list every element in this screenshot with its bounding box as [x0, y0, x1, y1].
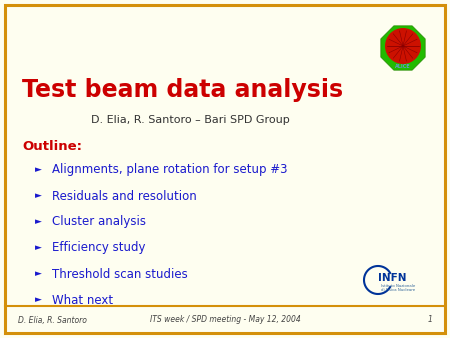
Text: ►: ► — [35, 243, 41, 252]
Polygon shape — [381, 26, 425, 70]
Text: Alignments, plane rotation for setup #3: Alignments, plane rotation for setup #3 — [52, 164, 288, 176]
Text: Threshold scan studies: Threshold scan studies — [52, 267, 188, 281]
Text: ►: ► — [35, 217, 41, 226]
Circle shape — [386, 29, 420, 63]
Text: D. Elia, R. Santoro – Bari SPD Group: D. Elia, R. Santoro – Bari SPD Group — [90, 115, 289, 125]
Text: Outline:: Outline: — [22, 140, 82, 152]
Text: Istituto Nazionale
di Fisica Nucleare: Istituto Nazionale di Fisica Nucleare — [381, 284, 415, 292]
Text: ►: ► — [35, 166, 41, 174]
Text: Test beam data analysis: Test beam data analysis — [22, 78, 343, 102]
Text: ►: ► — [35, 192, 41, 200]
Text: D. Elia, R. Santoro: D. Elia, R. Santoro — [18, 315, 87, 324]
Text: What next: What next — [52, 293, 113, 307]
Text: ►: ► — [35, 295, 41, 305]
Text: Cluster analysis: Cluster analysis — [52, 216, 146, 228]
Text: ITS week / SPD meeting - May 12, 2004: ITS week / SPD meeting - May 12, 2004 — [149, 315, 301, 324]
Text: 1: 1 — [427, 315, 432, 324]
Text: INFN: INFN — [378, 273, 406, 283]
Text: ►: ► — [35, 269, 41, 279]
Text: Efficiency study: Efficiency study — [52, 241, 145, 255]
Text: Residuals and resolution: Residuals and resolution — [52, 190, 197, 202]
Text: ALICE: ALICE — [395, 64, 411, 69]
